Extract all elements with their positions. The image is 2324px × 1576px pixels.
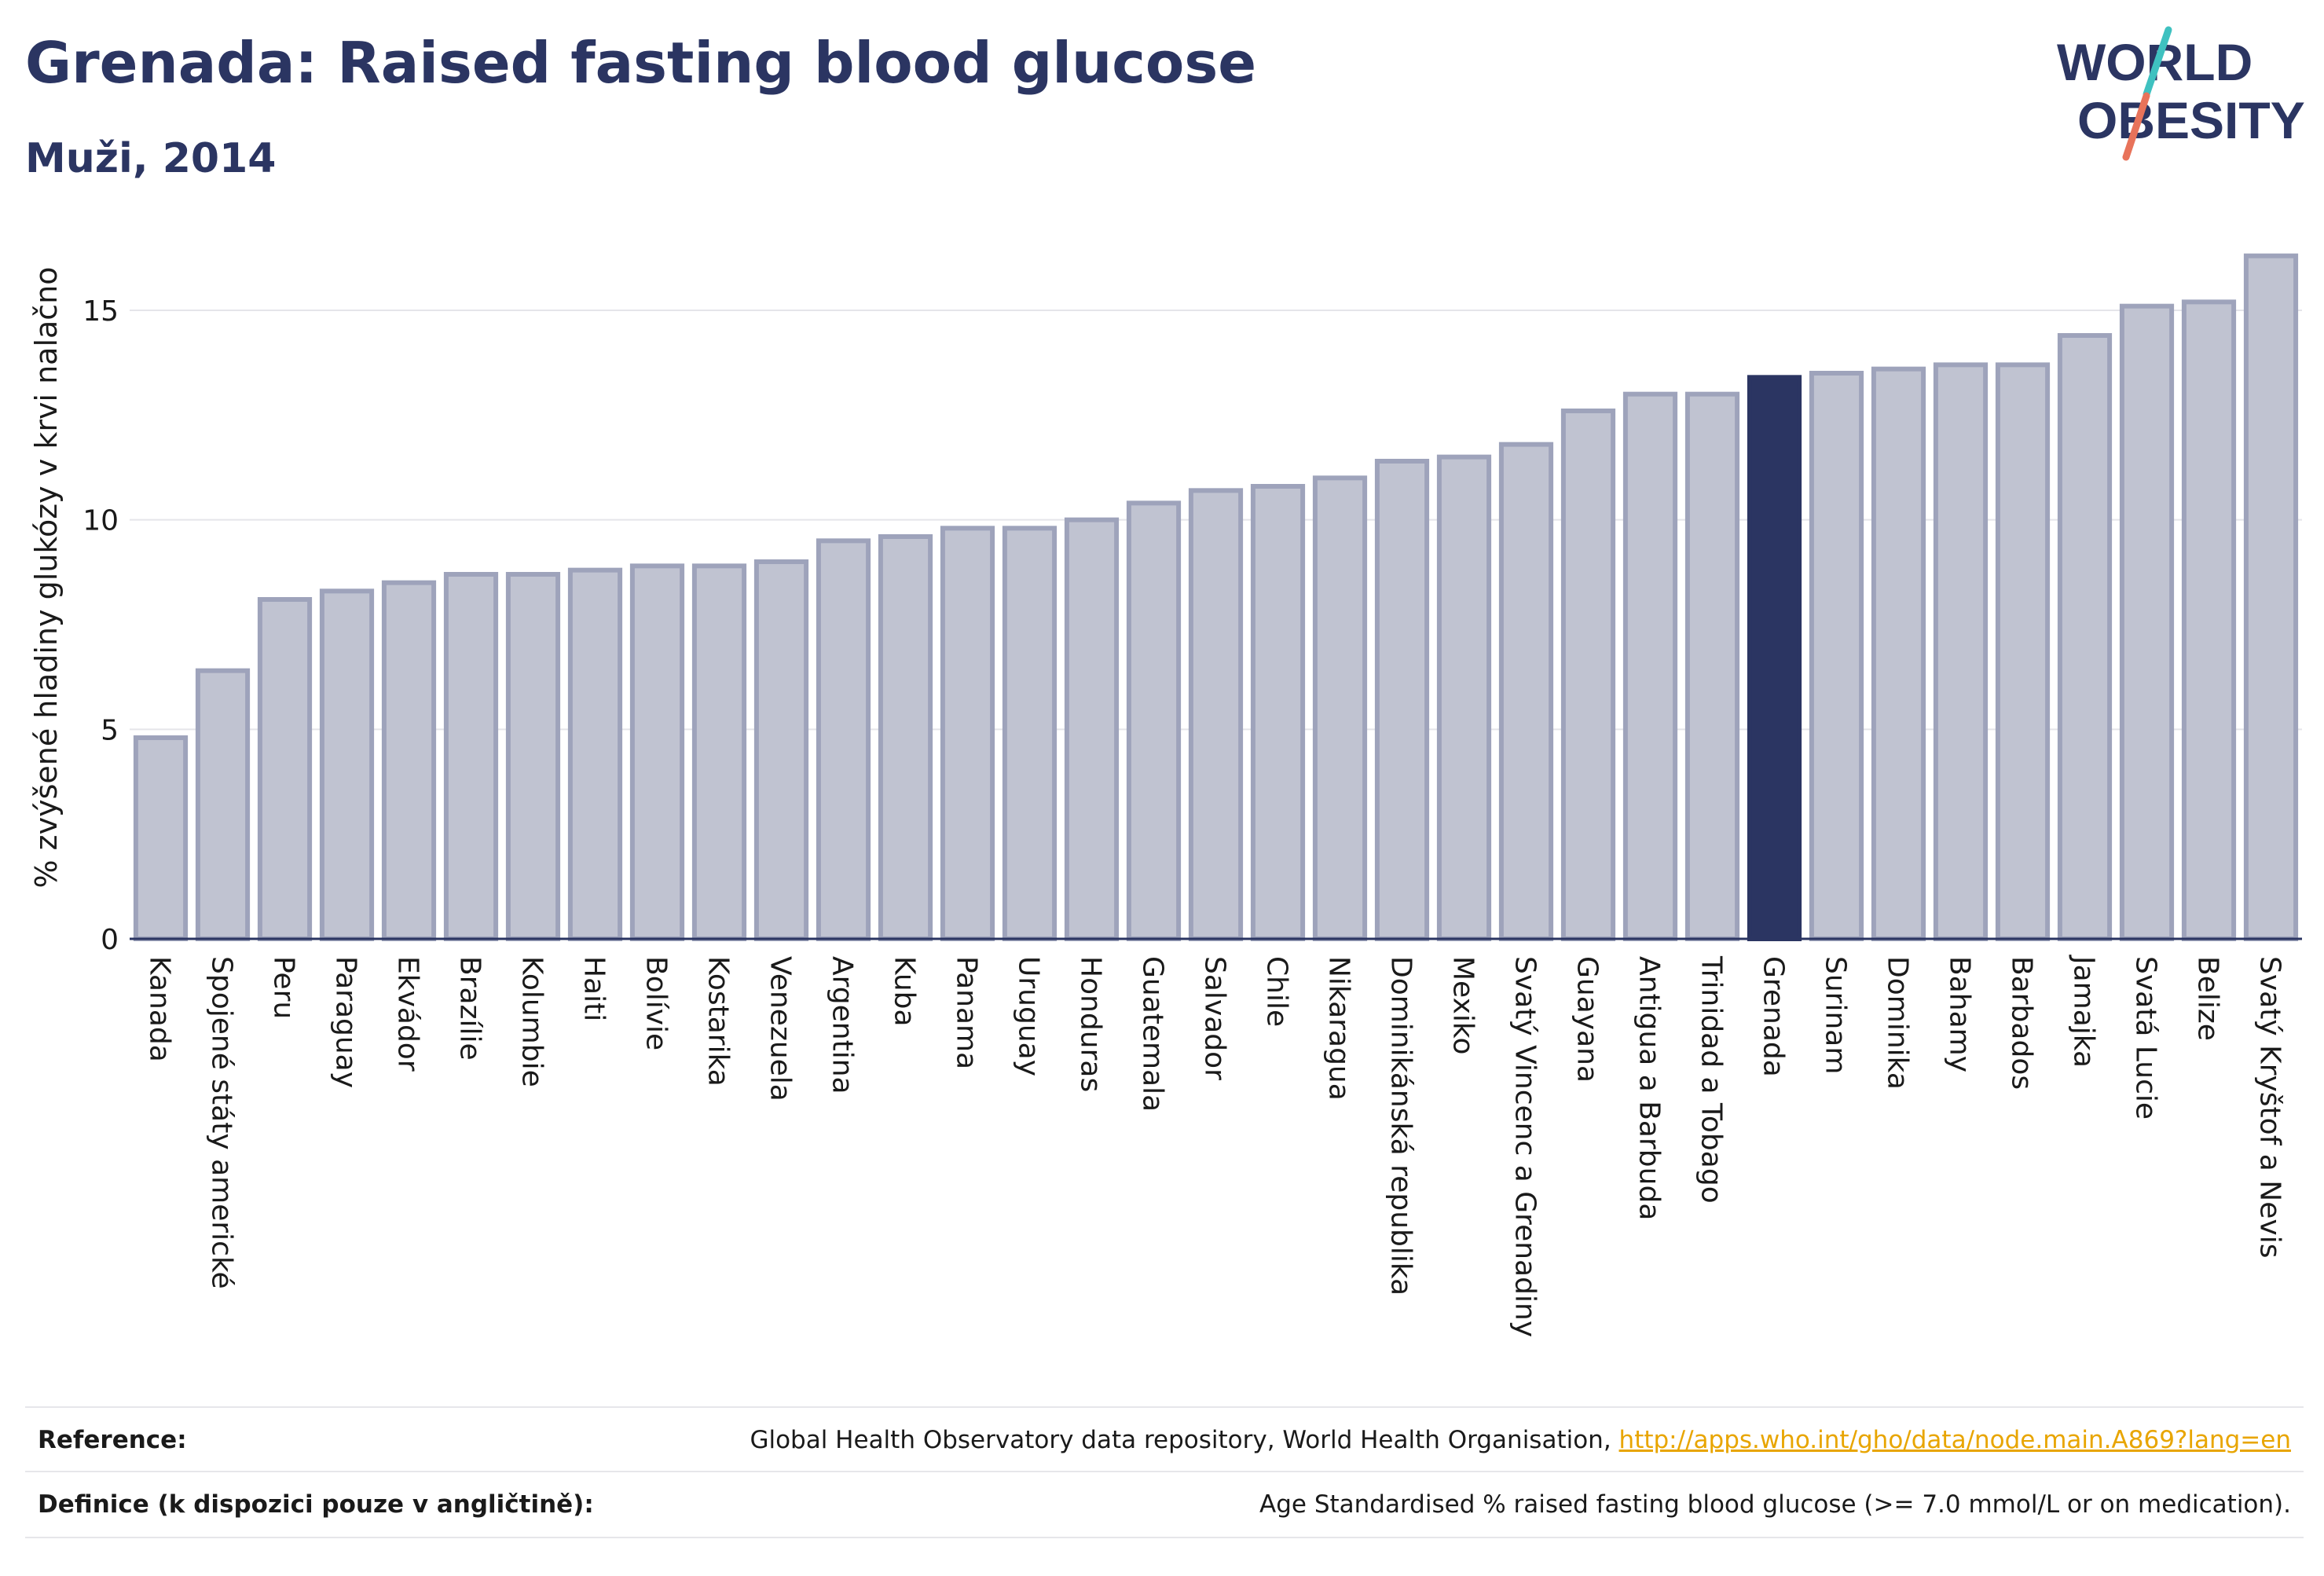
bar: [133, 735, 189, 941]
x-tick-label: Trinidad a Tobago: [1695, 955, 1728, 1204]
footer-reference-row: Reference: Global Health Observatory dat…: [25, 1406, 2304, 1472]
y-tick-label: 0: [101, 924, 119, 956]
bar: [1126, 500, 1182, 941]
bar: [1933, 362, 1989, 942]
x-tick-label: Antigua a Barbuda: [1633, 956, 1666, 1220]
bar: [1250, 484, 1306, 941]
bar: [195, 668, 251, 942]
x-tick-label: Grenada: [1758, 956, 1790, 1077]
x-tick-label: Bolívie: [640, 956, 673, 1050]
x-tick-label: Honduras: [1075, 956, 1107, 1092]
x-tick-label: Guayana: [1571, 956, 1604, 1083]
x-tick-label: Mexiko: [1447, 956, 1479, 1054]
reference-label: Reference:: [38, 1426, 187, 1454]
x-tick-label: Peru: [268, 956, 300, 1019]
chart-subtitle: Muži, 2014: [25, 135, 277, 182]
bar: [1374, 459, 1430, 941]
x-tick-label: Ekvádor: [392, 956, 424, 1072]
y-axis-title: % zvýšené hladiny glukózy v krvi nalačno: [29, 266, 64, 888]
x-tick-label: Kolumbie: [516, 956, 548, 1087]
x-tick-label: Venezuela: [764, 956, 797, 1101]
x-tick-label: Jamajka: [2068, 955, 2100, 1068]
bar: [567, 567, 623, 942]
x-tick-label: Salvador: [1199, 956, 1231, 1080]
x-tick-label: Barbados: [2006, 956, 2038, 1090]
x-tick-label: Chile: [1261, 956, 1293, 1027]
x-tick-label: Argentina: [827, 956, 859, 1094]
bar: [443, 572, 499, 941]
x-tick-label: Spojené státy americké: [206, 956, 238, 1289]
x-tick-label: Surinam: [1820, 956, 1852, 1074]
definition-text: Age Standardised % raised fasting blood …: [1259, 1490, 2291, 1519]
footer-definition-row: Definice (k dispozici pouze v angličtině…: [25, 1471, 2304, 1538]
bar: [1809, 371, 1864, 941]
x-tick-label: Svatý Kryštof a Nevis: [2254, 956, 2286, 1258]
x-tick-label: Dominikánská republika: [1385, 956, 1417, 1296]
x-tick-label: Panama: [951, 956, 983, 1069]
bar: [878, 534, 933, 941]
bar: [319, 588, 375, 941]
x-tick-label: Belize: [2192, 956, 2224, 1041]
reference-text: Global Health Observatory data repositor…: [750, 1426, 1611, 1454]
bar-chart: 0 5 10 15 Kanada Spojené státy americké Peru Pa…: [29, 253, 2302, 1337]
bar: [629, 563, 685, 941]
reference-link[interactable]: http://apps.who.int/gho/data/node.main.A…: [1618, 1426, 2291, 1454]
bar: [2243, 253, 2299, 941]
bar: [257, 597, 313, 941]
bar: [1312, 475, 1368, 941]
bar: [2119, 303, 2175, 941]
x-tick-label: Brazílie: [454, 956, 486, 1061]
x-tick-label: Guatemala: [1137, 956, 1169, 1112]
bar: [1622, 391, 1678, 941]
x-tick-label: Uruguay: [1013, 956, 1045, 1076]
bar: [2057, 333, 2113, 941]
bar: [1871, 366, 1926, 941]
bar: [1995, 362, 2051, 942]
bar: [2181, 299, 2237, 942]
x-tick-label: Kuba: [889, 956, 921, 1027]
bar: [1747, 375, 1802, 942]
chart-title: Grenada: Raised fasting blood glucose: [25, 30, 1257, 96]
x-tick-label: Paraguay: [330, 956, 362, 1088]
bar: [1436, 454, 1492, 941]
x-tick-label: Nikaragua: [1323, 956, 1355, 1101]
bar: [1064, 517, 1120, 941]
y-tick-label: 15: [82, 295, 119, 328]
bar: [691, 563, 747, 941]
bar: [381, 580, 437, 942]
x-tick-label: Svatá Lucie: [2130, 956, 2162, 1120]
bar: [1498, 442, 1554, 941]
logo-slash-teal: [2143, 26, 2172, 98]
x-tick-label: Svatý Vincenc a Grenadiny: [1509, 956, 1541, 1337]
bar: [1188, 488, 1244, 941]
x-tick-label: Kanada: [144, 956, 176, 1062]
bar: [816, 538, 871, 941]
x-tick-label: Dominika: [1882, 956, 1914, 1090]
x-tick-label: Bahamy: [1944, 956, 1976, 1072]
logo-word-obesity: OBESITY: [2077, 91, 2305, 149]
logo-slash-red: [2122, 92, 2150, 161]
bar: [940, 526, 995, 941]
x-tick-label: Haiti: [578, 956, 610, 1021]
definition-label: Definice (k dispozici pouze v angličtině…: [38, 1490, 594, 1519]
world-obesity-logo: WORLD OBESITY: [2057, 26, 2305, 161]
bar: [1684, 391, 1740, 941]
bar: [1002, 526, 1058, 941]
bar: [753, 559, 809, 941]
y-tick-label: 5: [101, 714, 119, 746]
reference-value: Global Health Observatory data repositor…: [750, 1426, 2304, 1454]
bar: [1560, 409, 1616, 941]
x-tick-label: Kostarika: [702, 956, 735, 1087]
y-tick-label: 10: [82, 505, 119, 537]
bar: [505, 572, 561, 941]
